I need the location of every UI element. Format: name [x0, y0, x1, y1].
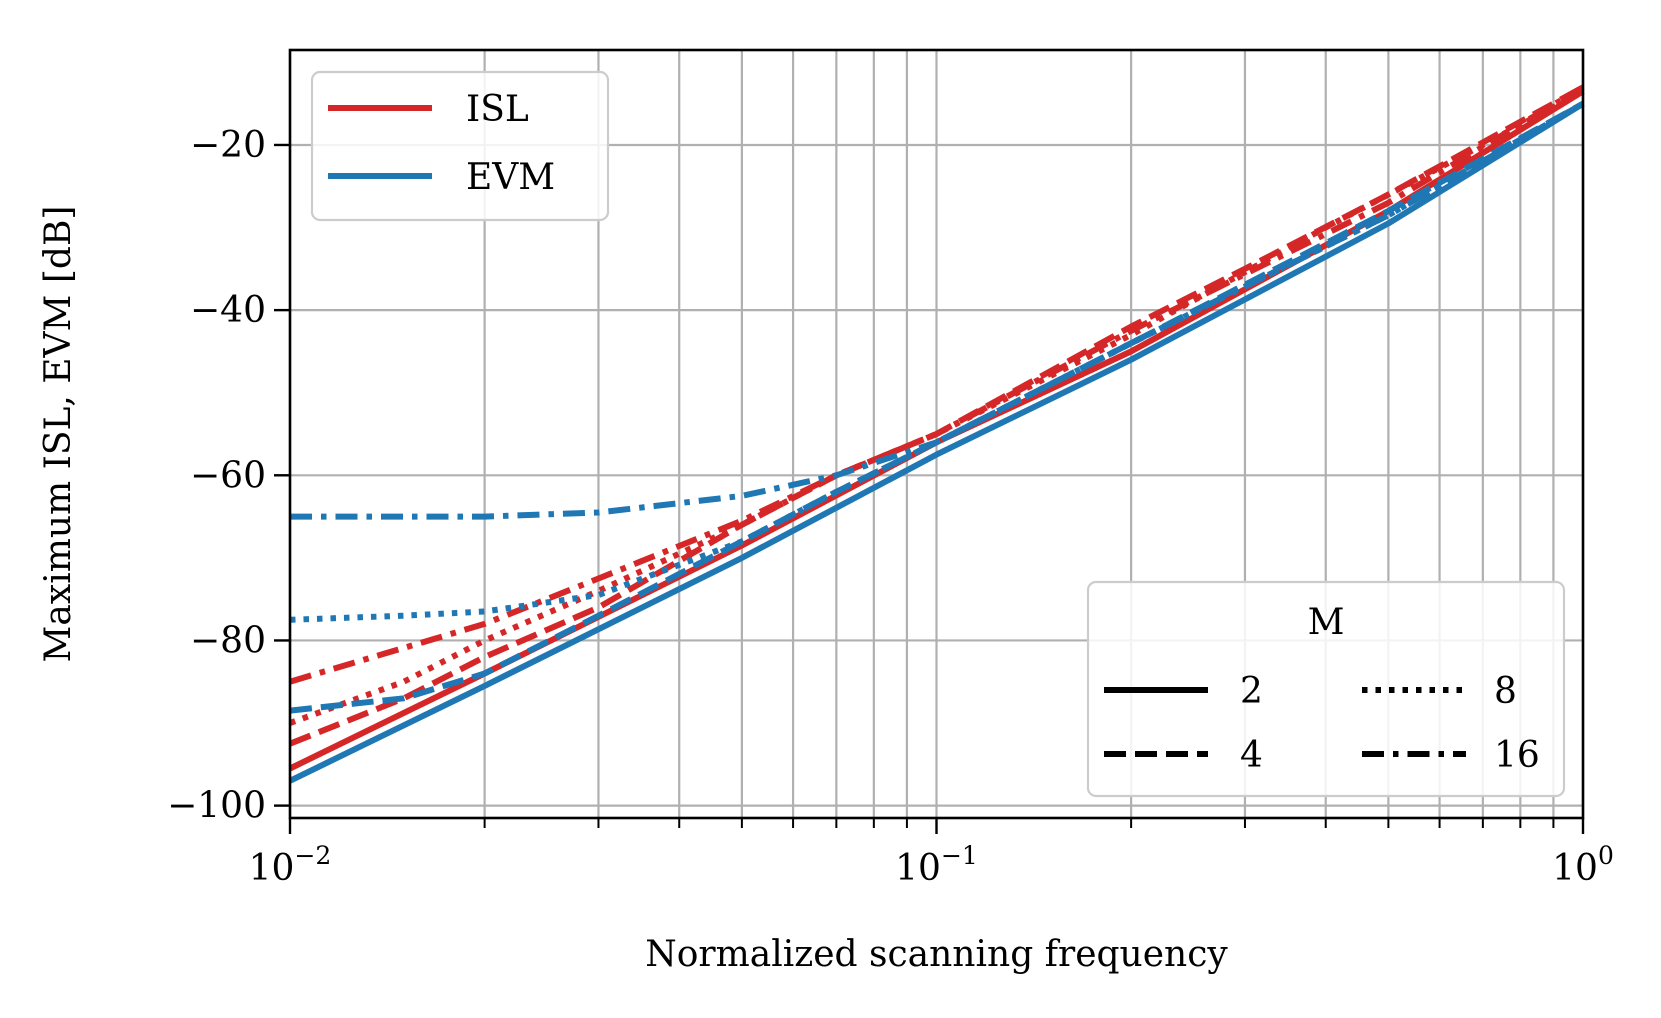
x-tick-label: 100	[1552, 841, 1614, 889]
legend-label-isl: ISL	[466, 89, 529, 130]
x-tick-label: 10−2	[249, 841, 332, 889]
series-evm-m16	[290, 101, 1585, 520]
legend-label-evm: EVM	[466, 157, 555, 198]
x-tick-label: 10−1	[895, 841, 978, 889]
y-axis-label: Maximum ISL, EVM [dB]	[38, 206, 79, 663]
axis-ticks: 10−2 10−1 100 −20 −40 −60 −80 −100	[167, 125, 1614, 889]
y-tick-label: −100	[167, 786, 266, 827]
x-axis-label: Normalized scanning frequency	[645, 934, 1228, 975]
legend-label-m2: 2	[1240, 671, 1263, 712]
series-lines	[288, 84, 1585, 784]
metric-legend: ISL EVM	[310, 70, 610, 222]
y-tick-label: −40	[190, 290, 266, 331]
series-evm-m2	[288, 101, 1585, 784]
m-legend: M 2 8 4 16	[1086, 580, 1566, 798]
y-tick-label: −60	[190, 455, 266, 496]
m-legend-title: M	[1308, 602, 1345, 643]
legend-label-m4: 4	[1240, 735, 1263, 776]
metric-legend-box	[310, 70, 610, 222]
m-legend-box	[1086, 580, 1566, 798]
y-tick-label: −80	[190, 620, 266, 661]
legend-label-m8: 8	[1494, 671, 1517, 712]
y-tick-label: −20	[190, 125, 266, 166]
legend-label-m16: 16	[1494, 735, 1540, 776]
